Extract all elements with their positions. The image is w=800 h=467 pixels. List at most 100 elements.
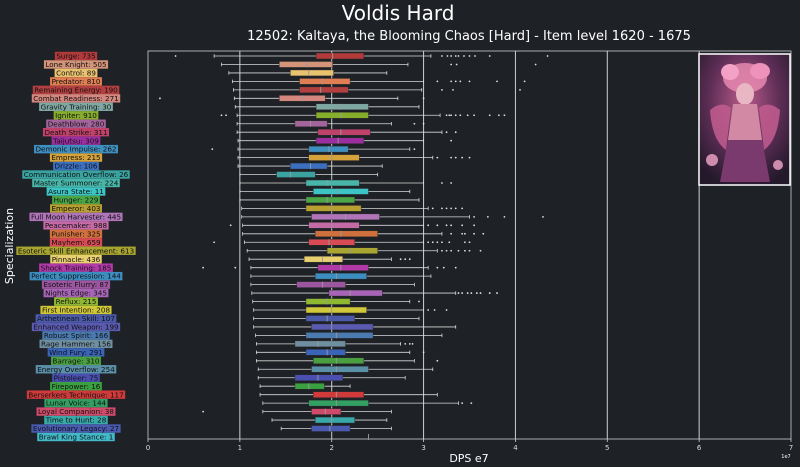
category-label: Arthetinean Skill: 107 bbox=[35, 314, 117, 323]
category-label-bg bbox=[39, 263, 113, 272]
category-label-bg bbox=[52, 373, 100, 382]
outlier-point bbox=[427, 309, 430, 311]
category-label-text: Deathblow: 280 bbox=[48, 119, 105, 128]
category-label: Communication Overflow: 26 bbox=[22, 170, 130, 179]
category-label-bg bbox=[34, 144, 118, 154]
outlier-point bbox=[459, 80, 462, 83]
category-label-bg bbox=[50, 204, 102, 213]
category-label-text: Reflux: 215 bbox=[56, 297, 97, 306]
category-label-text: Drizzle: 106 bbox=[55, 162, 98, 171]
box-group bbox=[255, 357, 439, 364]
category-label-bg bbox=[39, 102, 113, 111]
iqr-box bbox=[299, 78, 351, 85]
category-label-bg bbox=[46, 187, 106, 196]
iqr-box bbox=[308, 145, 349, 153]
outlier-point bbox=[452, 88, 454, 91]
outlier-point bbox=[450, 207, 453, 210]
category-label-text: Esoteric Flurry: 87 bbox=[43, 280, 108, 289]
outlier-point bbox=[466, 292, 469, 294]
outlier-point bbox=[482, 232, 485, 235]
outlier-point bbox=[474, 55, 476, 57]
iqr-box bbox=[305, 298, 351, 305]
category-label-bg bbox=[36, 407, 116, 416]
iqr-box bbox=[279, 61, 333, 68]
category-label-bg bbox=[43, 221, 109, 230]
outlier-point bbox=[454, 114, 457, 117]
category-label: Full Moon Harvester: 445 bbox=[29, 212, 123, 222]
category-label-bg bbox=[41, 280, 111, 289]
x-tick-label: 4 bbox=[513, 444, 518, 452]
category-label-bg bbox=[31, 94, 121, 103]
category-label-text: Empress: 215 bbox=[51, 153, 100, 162]
category-label: Empress: 215 bbox=[49, 153, 103, 162]
outlier-point bbox=[422, 122, 425, 125]
iqr-box bbox=[308, 399, 369, 407]
box-group bbox=[271, 416, 388, 424]
outlier-point bbox=[450, 224, 453, 227]
outlier-point bbox=[468, 241, 471, 244]
outlier-point bbox=[213, 241, 216, 244]
category-label-bg bbox=[49, 153, 103, 162]
iqr-box bbox=[317, 129, 371, 136]
outlier-point bbox=[457, 292, 460, 294]
outlier-point bbox=[422, 97, 425, 100]
box-group bbox=[262, 399, 473, 407]
outlier-point bbox=[159, 97, 161, 100]
category-label-text: Enhanced Weapon: 199 bbox=[33, 323, 119, 332]
x-tick-label: 3 bbox=[421, 444, 425, 452]
category-label: Enhanced Weapon: 199 bbox=[31, 322, 121, 332]
tick-layer: 0 1 2 3 4 5 6 7 bbox=[146, 439, 793, 452]
category-label-text: Berserkers Technique: 117 bbox=[28, 390, 123, 399]
category-label: Pinnacle: 436 bbox=[50, 255, 102, 264]
category-label-text: Robust Spirit: 166 bbox=[44, 331, 109, 340]
outlier-point bbox=[450, 80, 453, 83]
category-label-text: Control: 89 bbox=[56, 69, 96, 78]
outlier-point bbox=[446, 55, 449, 57]
category-label-text: Asura State: 11 bbox=[48, 187, 104, 196]
category-label: Robust Spirit: 166 bbox=[42, 331, 110, 340]
category-label-bg bbox=[54, 51, 98, 61]
outlier-point bbox=[454, 207, 457, 210]
outlier-point bbox=[463, 55, 465, 57]
category-label-bg bbox=[31, 322, 121, 332]
iqr-box bbox=[315, 103, 369, 110]
category-label-bg bbox=[35, 365, 117, 374]
x-tick-label: 7 bbox=[789, 444, 793, 452]
box-group bbox=[253, 323, 457, 331]
iqr-box bbox=[313, 391, 365, 398]
box-group bbox=[248, 256, 411, 263]
category-label-bg bbox=[53, 111, 99, 120]
box-group bbox=[220, 112, 506, 119]
outlier-point bbox=[461, 224, 464, 227]
x-offset-label: 1e7 bbox=[781, 454, 790, 460]
box-group bbox=[250, 272, 432, 280]
category-label-bg bbox=[50, 255, 102, 264]
category-label: Shock Training: 185 bbox=[39, 263, 113, 272]
outlier-point bbox=[427, 224, 430, 227]
category-label-text: Communication Overflow: 26 bbox=[24, 170, 129, 179]
outlier-point bbox=[450, 156, 453, 159]
category-label-text: Full Moon Harvester: 445 bbox=[31, 212, 121, 221]
category-label: Reflux: 215 bbox=[54, 297, 98, 306]
outlier-point bbox=[546, 55, 549, 57]
outlier-point bbox=[542, 215, 544, 218]
category-label-text: Pistoleer: 75 bbox=[54, 373, 99, 382]
outlier-point bbox=[461, 156, 464, 159]
outlier-point bbox=[503, 215, 506, 218]
category-label-bg bbox=[43, 60, 109, 69]
category-label: Gravity Training: 30 bbox=[39, 102, 113, 111]
category-label: Master Summoner: 224 bbox=[32, 179, 120, 188]
iqr-box bbox=[311, 366, 369, 373]
outlier-point bbox=[475, 292, 478, 294]
outlier-point bbox=[441, 249, 443, 252]
category-label-bg bbox=[50, 77, 102, 86]
category-label: Peacemaker: 988 bbox=[43, 221, 109, 230]
outlier-point bbox=[523, 80, 526, 83]
outlier-point bbox=[496, 292, 498, 294]
category-label: Time to Hunt: 28 bbox=[44, 416, 108, 425]
iqr-box bbox=[290, 162, 328, 170]
category-label-bg bbox=[46, 119, 106, 128]
category-label-bg bbox=[29, 212, 123, 222]
category-label-text: Lunar Voice: 144 bbox=[46, 399, 107, 408]
